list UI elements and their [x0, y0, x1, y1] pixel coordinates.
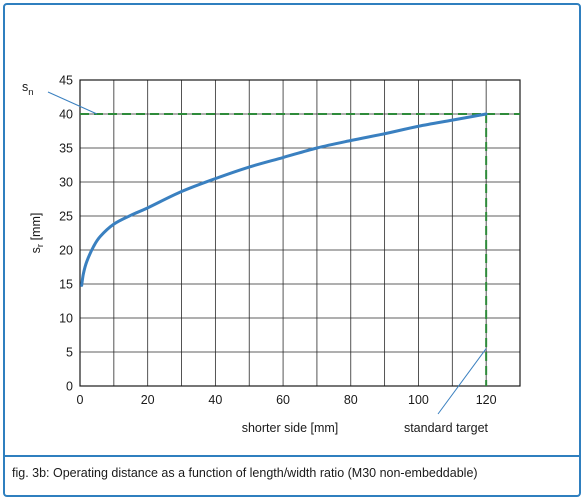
y-tick-label: 45 — [59, 74, 73, 88]
x-tick-label: 20 — [141, 393, 155, 407]
x-tick-label: 0 — [77, 393, 84, 407]
y-tick-label: 5 — [66, 346, 73, 360]
sn-label: sn — [22, 80, 34, 98]
standard-target-leader-line — [437, 348, 487, 415]
y-axis-label: sr [mm] — [29, 213, 46, 254]
y-tick-label: 35 — [59, 142, 73, 156]
y-tick-label: 30 — [59, 176, 73, 190]
x-tick-labels: 0 20 40 60 80 100 120 — [77, 393, 497, 407]
y-tick-label: 20 — [59, 244, 73, 258]
y-tick-label: 25 — [59, 210, 73, 224]
plot-border — [79, 79, 521, 387]
chart-grid — [80, 80, 520, 386]
standard-target-label: standard target — [404, 421, 489, 435]
figure-caption: fig. 3b: Operating distance as a functio… — [12, 466, 478, 480]
x-axis-label: shorter side [mm] — [242, 421, 339, 435]
x-tick-label: 100 — [408, 393, 429, 407]
y-tick-labels: 0 5 10 15 20 25 30 35 40 45 — [59, 74, 73, 394]
caption-divider — [3, 455, 581, 457]
x-tick-label: 40 — [208, 393, 222, 407]
x-tick-label: 120 — [476, 393, 497, 407]
y-tick-label: 40 — [59, 108, 73, 122]
x-tick-label: 80 — [344, 393, 358, 407]
x-tick-label: 60 — [276, 393, 290, 407]
y-tick-label: 15 — [59, 278, 73, 292]
y-tick-label: 10 — [59, 312, 73, 326]
annotations: sn standard target — [22, 80, 489, 435]
y-tick-label: 0 — [66, 380, 73, 394]
series-line — [80, 112, 488, 287]
reference-lines — [80, 113, 520, 386]
sn-leader-line — [47, 91, 98, 115]
